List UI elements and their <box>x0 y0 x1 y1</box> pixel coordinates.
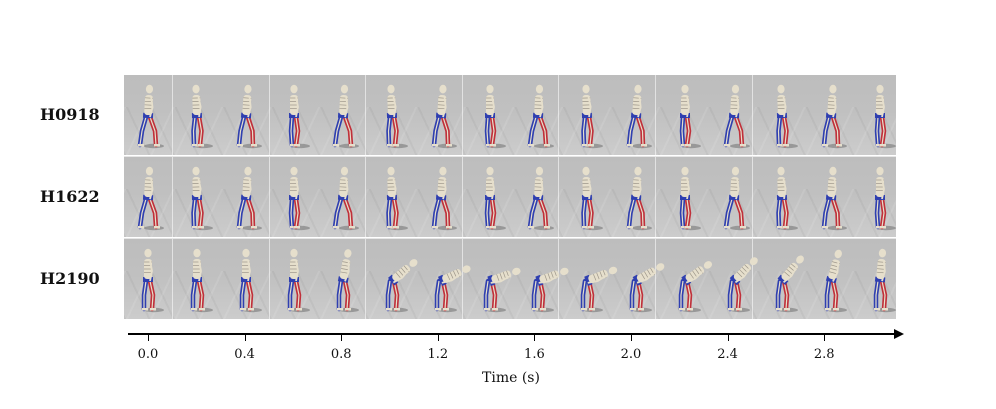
skeleton-figure <box>431 84 457 149</box>
skeleton-figure <box>386 166 408 231</box>
frame-separator <box>655 157 656 237</box>
time-axis-tick <box>341 335 343 341</box>
frame-separator <box>558 75 560 155</box>
skeleton-figure <box>821 84 848 149</box>
time-axis-tick-label: 0.4 <box>234 347 255 362</box>
time-axis-tick-label: 1.6 <box>524 347 545 362</box>
row-divider <box>124 238 896 239</box>
skeleton-figure <box>776 84 799 149</box>
time-axis-tick <box>824 335 826 341</box>
time-axis-tick <box>148 335 149 341</box>
time-axis-tick <box>727 335 729 341</box>
skeleton-figure <box>776 255 805 313</box>
frame-separator <box>172 75 173 155</box>
time-axis-tick <box>631 335 632 341</box>
time-axis-tick <box>534 335 536 341</box>
skeleton-figure <box>484 166 506 231</box>
skeleton-figure <box>723 84 750 149</box>
skeleton-figure <box>191 166 213 231</box>
skeleton-figure <box>723 166 750 231</box>
frame-separator <box>461 239 463 319</box>
skeleton-figure <box>289 84 311 149</box>
time-axis-tick-label: 2.0 <box>620 347 642 362</box>
frame-separator <box>558 239 560 319</box>
skeleton-figure <box>434 265 471 313</box>
time-axis-tick <box>437 335 439 341</box>
frame-separator <box>751 239 753 319</box>
skeleton-figure <box>332 84 360 149</box>
strip-row-h2190 <box>124 239 896 319</box>
skeleton-figure <box>385 259 418 313</box>
skeleton-figure <box>137 166 164 231</box>
time-axis-arrow <box>894 329 904 339</box>
skeleton-figure <box>137 84 164 149</box>
time-axis-tick-label: 2.4 <box>717 347 738 362</box>
row-label-h2190: H2190 <box>40 269 100 288</box>
skeleton-figure <box>581 166 604 231</box>
strip-row-h0918 <box>124 75 896 155</box>
skeleton-figure <box>191 84 213 149</box>
skeleton-figure <box>236 166 262 231</box>
frame-separator <box>461 75 463 155</box>
frame-separator <box>365 75 367 155</box>
time-axis-tick <box>244 335 246 341</box>
skeleton-figure <box>581 84 604 149</box>
skeleton-figure <box>288 248 311 313</box>
frame-separator <box>365 239 367 319</box>
skeleton-figure <box>431 166 457 231</box>
skeleton-figure <box>727 257 758 313</box>
frame-separator <box>655 75 656 155</box>
skeleton-figure <box>289 166 311 231</box>
frame-separator <box>655 239 656 319</box>
frame-separator <box>751 157 753 237</box>
frame-separator <box>751 75 753 155</box>
skeleton-figure <box>484 84 506 149</box>
skeleton-figure <box>483 267 521 313</box>
frame-separator <box>268 75 270 155</box>
frame-separator <box>461 157 463 237</box>
skeleton-figure <box>873 248 896 313</box>
skeleton-figure <box>141 248 164 313</box>
row-label-h1622: H1622 <box>40 187 100 206</box>
skeleton-figure <box>678 261 712 313</box>
frame-separator <box>268 239 270 319</box>
time-axis-tick-label: 2.8 <box>813 347 835 362</box>
frame-separator <box>365 157 367 237</box>
skeleton-figure <box>679 84 701 149</box>
time-axis-tick-label: 0.0 <box>137 347 159 362</box>
skeleton-figure <box>821 166 848 231</box>
skeleton-figure <box>236 84 262 149</box>
skeleton-figure <box>580 266 618 313</box>
skeleton-figure <box>239 248 262 313</box>
skeleton-figure <box>679 166 701 231</box>
skeleton-figure <box>626 166 652 231</box>
skeleton-figure <box>874 84 896 149</box>
strip-row-h1622 <box>124 157 896 237</box>
skeleton-figure <box>528 84 555 149</box>
frame-separator <box>558 157 560 237</box>
frame-separator <box>268 157 270 237</box>
time-axis-line <box>128 333 898 335</box>
skeleton-figure <box>824 249 848 313</box>
skeleton-figure <box>532 267 569 313</box>
skeleton-figure <box>336 249 360 313</box>
time-axis-tick-label: 1.2 <box>427 347 449 362</box>
row-label-h0918: H0918 <box>40 105 100 124</box>
row-divider <box>124 156 896 157</box>
skeleton-figure <box>776 166 799 231</box>
frame-separator <box>172 239 173 319</box>
skeleton-figure <box>874 166 896 231</box>
time-axis-title: Time (s) <box>482 370 540 386</box>
frame-separator <box>172 157 173 237</box>
skeleton-figure <box>332 166 360 231</box>
skeleton-figure <box>626 84 652 149</box>
skeleton-figure <box>528 166 555 231</box>
skeleton-figure <box>629 263 665 313</box>
skeleton-figure <box>190 248 213 313</box>
time-axis-tick-label: 0.8 <box>330 347 352 362</box>
skeleton-figure <box>386 84 408 149</box>
